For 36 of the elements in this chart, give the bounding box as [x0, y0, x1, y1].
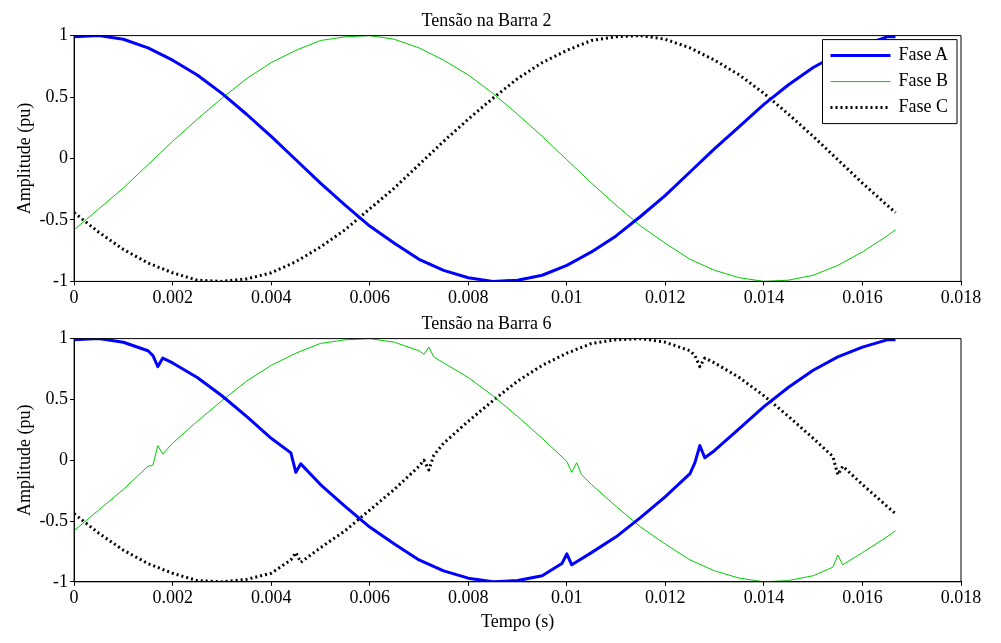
x-tick-label: 0.01 [551, 587, 583, 608]
x-tick-label: 0.008 [448, 587, 489, 608]
x-tick-label: 0.014 [743, 286, 785, 307]
x-tick-label: 0.014 [743, 587, 785, 608]
chart-title: Tensão na Barra 6 [421, 312, 552, 333]
x-axis-title: Tempo (s) [480, 610, 555, 632]
x-tick-label: 0.006 [349, 587, 390, 608]
chart-title: Tensão na Barra 2 [421, 9, 552, 30]
y-tick-label: 1 [59, 327, 69, 348]
x-tick-label: 0.012 [645, 587, 686, 608]
y-tick-label: 0.5 [45, 85, 69, 106]
x-tick-label: 0.002 [152, 286, 193, 307]
y-tick-label: -0.5 [39, 509, 69, 530]
y-axis-title: Amplitude (pu) [13, 102, 35, 215]
y-axis-title: Amplitude (pu) [13, 404, 35, 516]
x-tick-label: 0.006 [349, 286, 390, 307]
x-tick-label: 0.004 [250, 587, 292, 608]
x-tick-label: 0.01 [551, 286, 583, 307]
y-tick-label: -0.5 [39, 208, 69, 229]
x-tick-label: 0.004 [250, 286, 292, 307]
y-tick-label: 0 [59, 448, 69, 469]
x-tick-label: 0.016 [842, 286, 883, 307]
x-tick-label: 0.016 [842, 587, 883, 608]
x-tick-label: 0.018 [940, 286, 982, 307]
legend-label: Fase B [898, 70, 949, 91]
x-tick-label: 0.018 [940, 587, 982, 608]
y-tick-label: 0 [59, 147, 69, 168]
x-tick-label: 0.012 [645, 286, 686, 307]
legend-label: Fase C [898, 96, 949, 117]
x-tick-label: 0.008 [448, 286, 489, 307]
y-tick-label: -1 [53, 570, 69, 591]
y-tick-label: 1 [59, 24, 69, 45]
x-tick-label: 0.002 [152, 587, 193, 608]
y-tick-label: 0.5 [45, 388, 69, 409]
legend-label: Fase A [898, 44, 949, 65]
y-tick-label: -1 [53, 270, 69, 291]
